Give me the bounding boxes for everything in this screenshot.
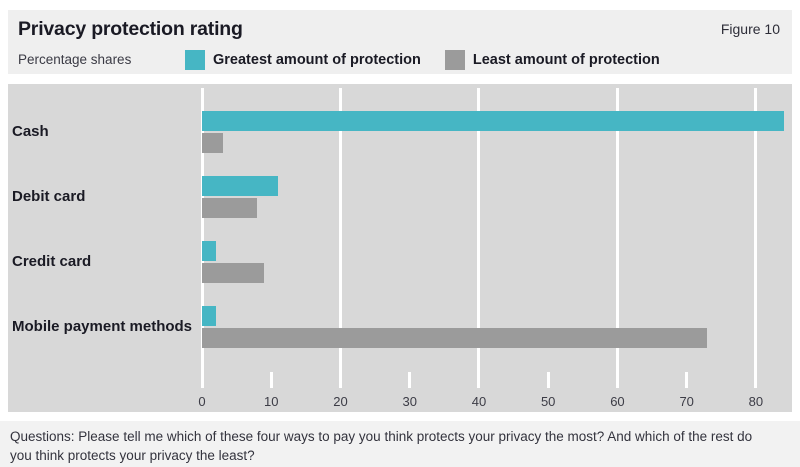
axis-tick-label: 30	[402, 394, 417, 409]
bar-greatest	[202, 111, 784, 131]
axis-tick-label: 60	[610, 394, 625, 409]
legend-item-least: Least amount of protection	[444, 50, 660, 70]
gridline	[615, 88, 619, 388]
legend-label-greatest: Greatest amount of protection	[213, 52, 421, 68]
axis-tick-label: 10	[264, 394, 279, 409]
gridline	[200, 88, 204, 388]
axis-tick	[685, 372, 689, 388]
category-label: Credit card	[12, 253, 92, 270]
gridline	[754, 88, 758, 388]
figure-header: Privacy protection rating Figure 10 Perc…	[8, 10, 792, 74]
category-label: Mobile payment methods	[12, 318, 193, 335]
bar-least	[202, 133, 223, 153]
legend-item-greatest: Greatest amount of protection	[185, 50, 421, 70]
legend: Greatest amount of protection Least amou…	[185, 50, 660, 70]
axis-tick-label: 70	[679, 394, 694, 409]
axis-tick-label: 20	[333, 394, 348, 409]
axis-tick-label: 50	[540, 394, 556, 409]
figure-footnote: Questions: Please tell me which of these…	[0, 421, 800, 467]
chart-area: 0 10 20 30 40 50 60 70 80 Cash Debit card Credit c…	[8, 84, 792, 412]
axis-tick	[408, 372, 412, 388]
legend-swatch-least-icon	[444, 50, 465, 70]
figure-number: Figure 10	[720, 21, 780, 37]
bar-greatest	[202, 241, 216, 261]
plot-area: 0 10 20 30 40 50 60 70 80	[198, 88, 794, 409]
bar-least	[202, 263, 265, 283]
gridline	[477, 88, 481, 388]
axis-tick-label: 40	[471, 394, 487, 409]
axis-tick	[269, 372, 273, 388]
axis-tick-label: 0	[198, 394, 206, 409]
bar-greatest	[202, 176, 279, 196]
category-label: Debit card	[12, 188, 86, 205]
gridline	[338, 88, 342, 388]
axis-tick-label: 80	[748, 394, 764, 409]
bar-greatest	[202, 306, 216, 326]
category-label: Cash	[12, 123, 49, 140]
bar-least	[202, 328, 708, 348]
axis-units-label: Percentage shares	[18, 52, 132, 67]
survey-question-text: Questions: Please tell me which of these…	[10, 429, 753, 463]
bar-least	[202, 198, 258, 218]
figure-title: Privacy protection rating	[18, 18, 243, 40]
axis-tick	[546, 372, 550, 388]
legend-label-least: Least amount of protection	[472, 52, 660, 68]
legend-swatch-greatest-icon	[185, 50, 205, 70]
